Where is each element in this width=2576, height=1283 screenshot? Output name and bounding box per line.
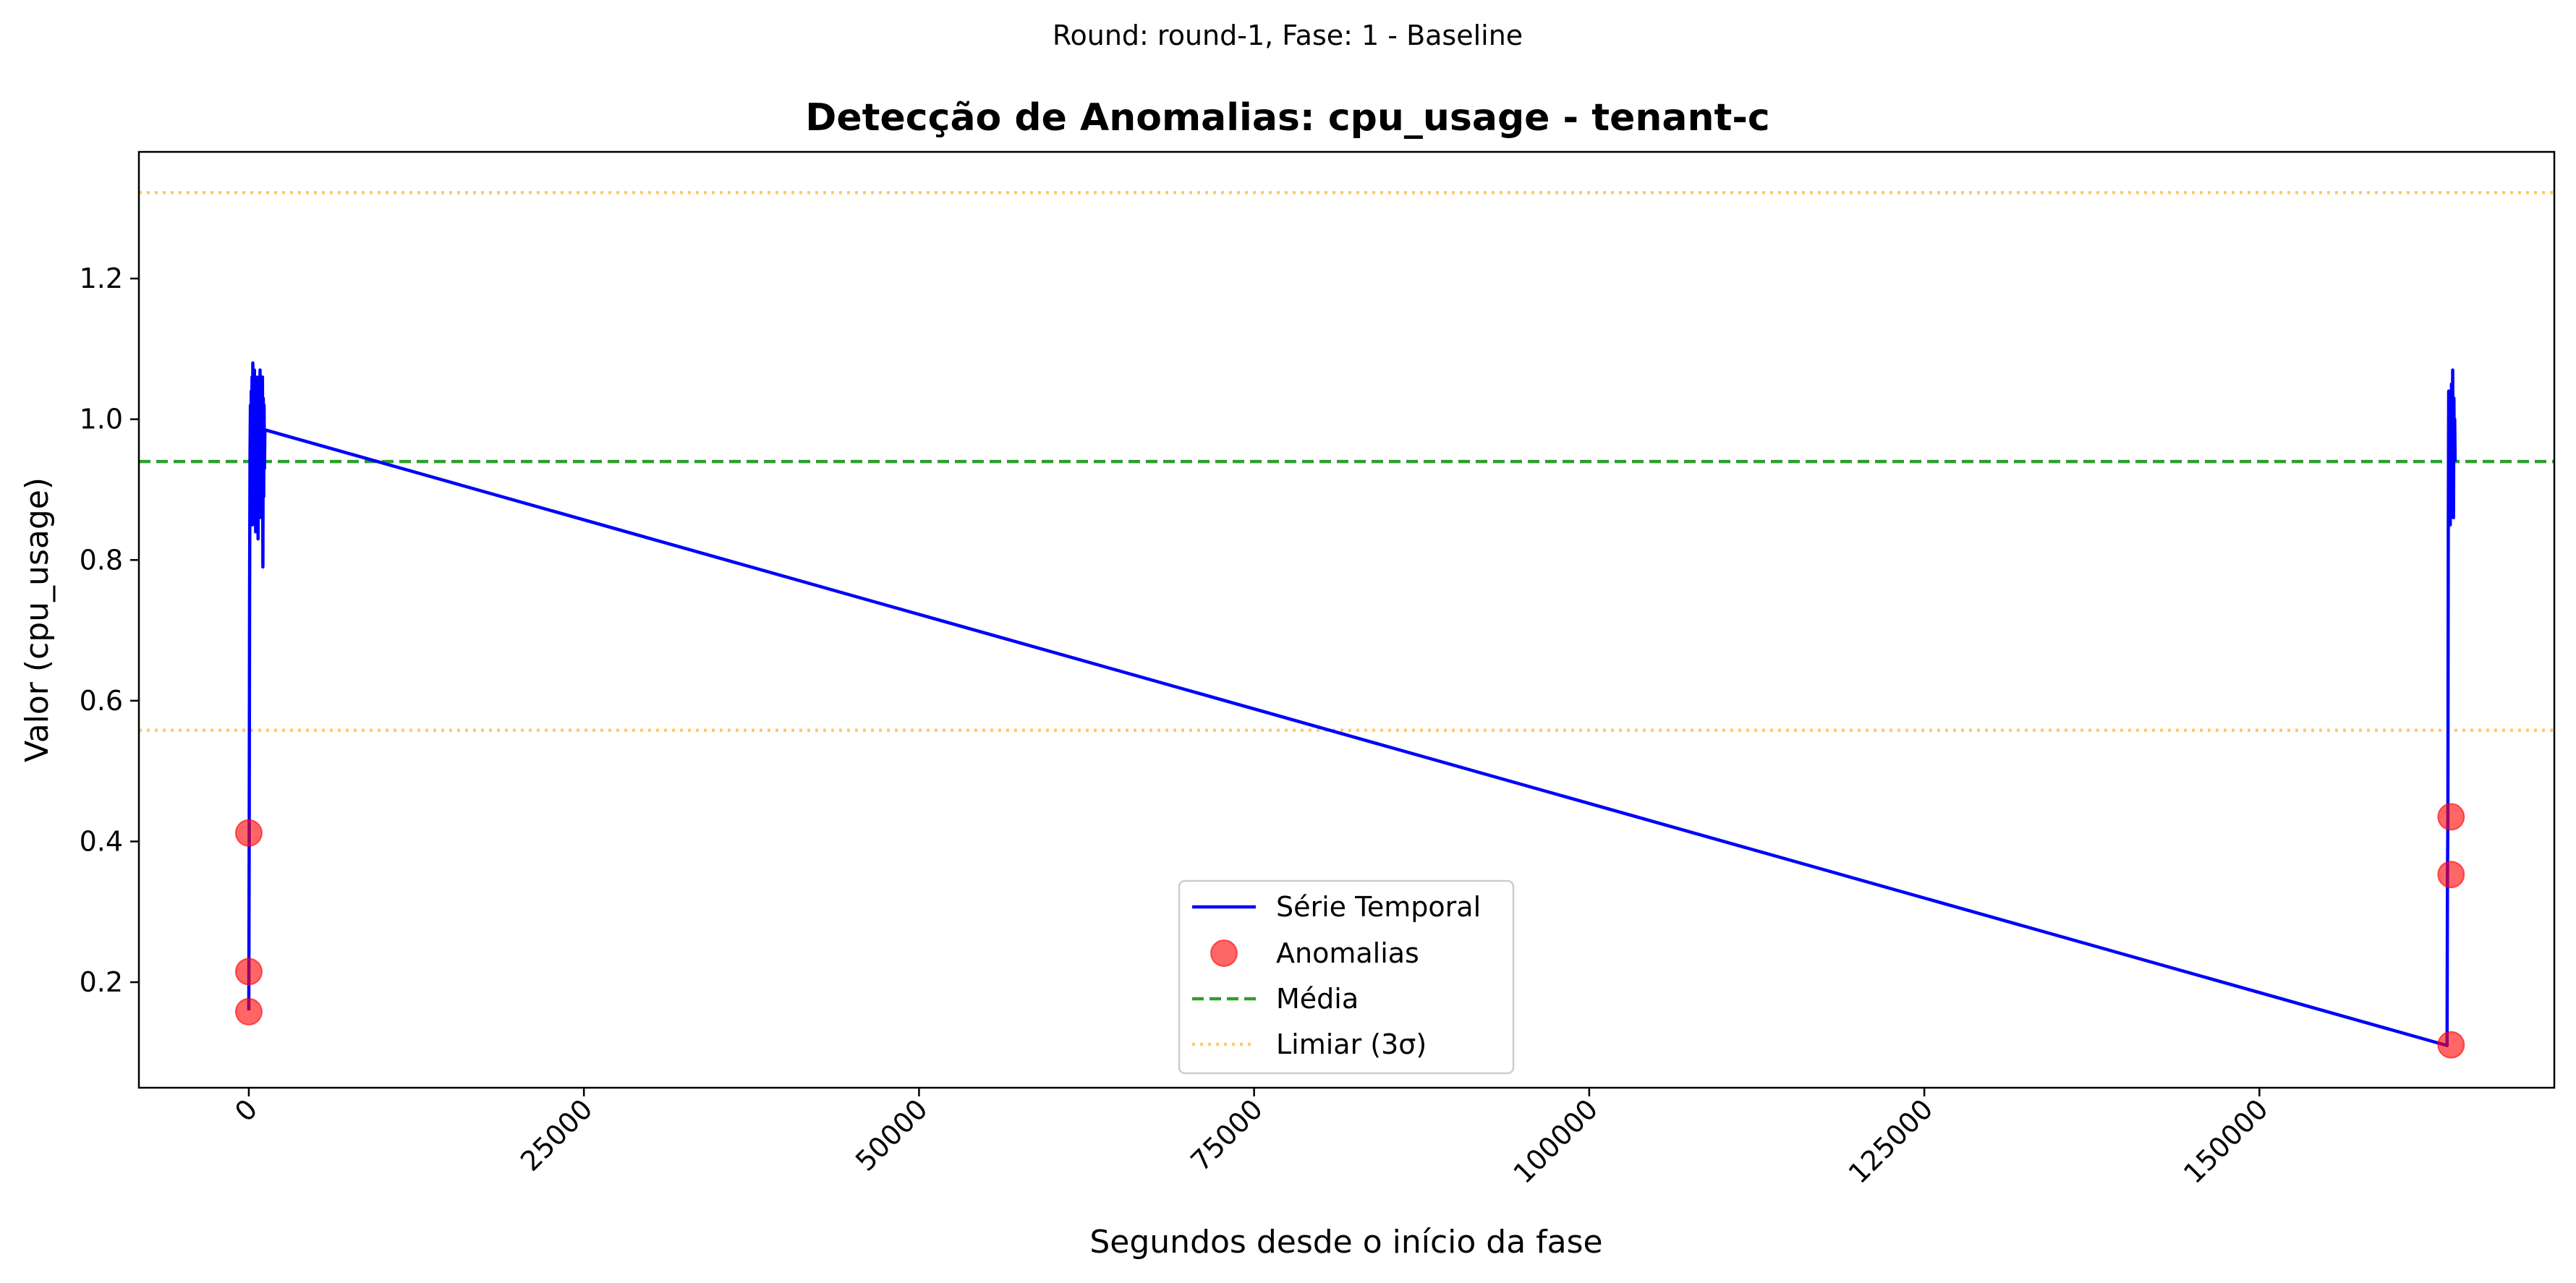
legend-label-media: Média — [1276, 983, 1359, 1015]
plot-layer — [139, 191, 2554, 1059]
y-tick-label: 0.6 — [80, 685, 123, 717]
y-axis-label: Valor (cpu_usage) — [19, 477, 56, 762]
x-axis-label: Segundos desde o início da fase — [1089, 1224, 1602, 1261]
y-tick-label: 1.2 — [80, 263, 123, 294]
figure-suptitle: Round: round-1, Fase: 1 - Baseline — [1053, 20, 1523, 51]
anomaly-point — [2437, 803, 2465, 831]
chart-title: Detecção de Anomalias: cpu_usage - tenan… — [805, 96, 1770, 140]
legend-scatter-swatch — [1210, 939, 1238, 967]
anomaly-point — [2437, 1031, 2465, 1059]
legend: Série Temporal Anomalias Média Limiar (3… — [1178, 879, 1515, 1075]
legend-label-serie-temporal: Série Temporal — [1276, 891, 1481, 923]
anomaly-point — [234, 958, 263, 986]
y-tick-label: 0.8 — [80, 544, 123, 576]
legend-label-limiar: Limiar (3σ) — [1276, 1028, 1427, 1060]
legend-label-anomalias: Anomalias — [1276, 937, 1419, 969]
y-tick-label: 0.4 — [80, 825, 123, 857]
y-tick-label: 0.2 — [80, 966, 123, 998]
anomaly-point — [234, 997, 263, 1026]
anomaly-point — [2437, 861, 2465, 889]
series-line — [247, 361, 2457, 1047]
y-tick-label: 1.0 — [80, 404, 123, 435]
plot-frame — [137, 150, 2556, 1089]
legend-box — [1178, 879, 1515, 1075]
anomaly-point — [234, 819, 263, 847]
